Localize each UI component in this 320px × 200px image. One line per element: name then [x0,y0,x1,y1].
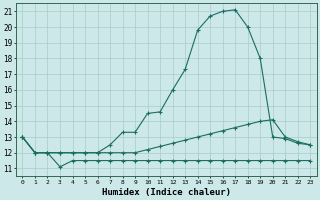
X-axis label: Humidex (Indice chaleur): Humidex (Indice chaleur) [102,188,231,197]
